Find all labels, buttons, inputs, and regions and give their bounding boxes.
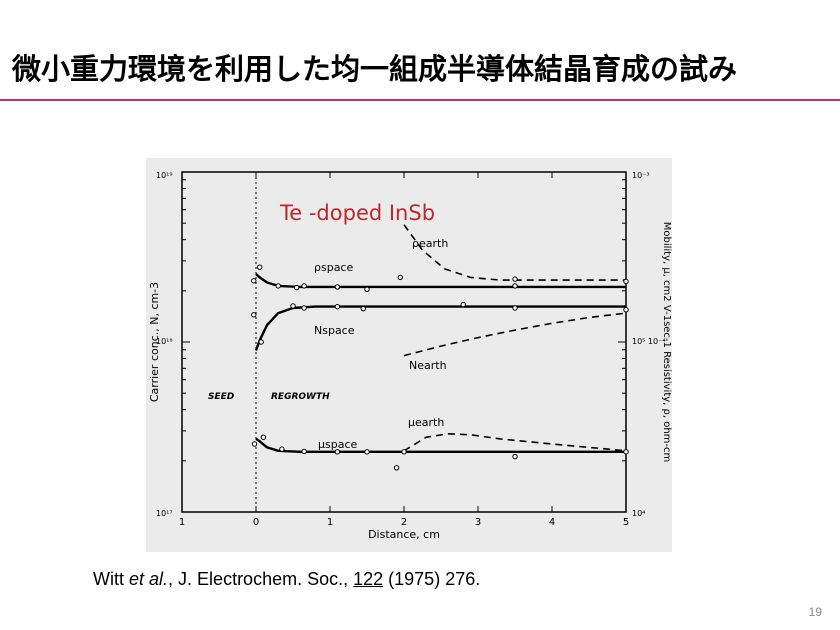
data-point (393, 465, 400, 471)
data-point (623, 449, 629, 455)
data-point (512, 453, 518, 460)
series-label-mu-earth: μearth (408, 416, 444, 429)
data-point (512, 283, 518, 289)
data-point (294, 284, 300, 291)
y-left-tick-label: 10¹⁸ (156, 337, 173, 346)
data-point (460, 301, 466, 308)
data-point (360, 305, 367, 312)
chart-svg: 1 0 1 2 3 4 5 Te -doped InSb SEED REGROWTH Dis… (146, 158, 672, 552)
data-point (334, 303, 341, 310)
data-point (251, 312, 257, 318)
citation-volume: 122 (353, 569, 384, 589)
data-point (512, 276, 518, 282)
data-point (251, 441, 258, 447)
citation: Witt et al., J. Electrochem. Soc., 122 (… (93, 569, 480, 590)
data-point (397, 274, 404, 281)
data-point (301, 305, 307, 311)
series-line (254, 305, 626, 351)
series-label-rho-space: ρspace (314, 261, 353, 274)
region-label-seed: SEED (208, 392, 235, 402)
x-tick-label: 1 (179, 517, 185, 528)
data-point (623, 278, 629, 285)
data-point (401, 449, 407, 455)
series-line (403, 312, 627, 357)
x-tick-label: 0 (253, 517, 259, 528)
series-line (403, 432, 627, 452)
series-line (403, 224, 626, 281)
x-tick-label: 4 (549, 517, 555, 528)
series-label-n-space: Nspace (314, 324, 355, 337)
citation-journal: , J. Electrochem. Soc., (168, 569, 354, 589)
data-point (364, 449, 370, 455)
series-line (255, 437, 626, 453)
y-right-tick-label: 10⁵ 10⁻⁴ (632, 337, 666, 346)
x-tick-label: 1 (327, 517, 333, 528)
citation-et-al: et al. (129, 569, 169, 589)
data-point (334, 284, 341, 290)
title-rule (0, 99, 840, 101)
data-point (623, 307, 629, 313)
data-point (275, 283, 281, 289)
y-left-tick-label: 10¹⁷ (156, 509, 173, 518)
x-tick-label: 3 (475, 517, 481, 528)
x-tick-label: 5 (623, 517, 629, 528)
data-point (512, 305, 518, 311)
data-point (279, 446, 285, 452)
slide-title: 微小重力環境を利用した均一組成半導体結晶育成の試み (12, 52, 738, 86)
y-axis-label-left: Carrier conc., N, cm-3 (148, 282, 161, 402)
chart-title: Te -doped InSb (279, 201, 435, 225)
citation-authors: Witt (93, 569, 124, 589)
data-point (364, 286, 370, 293)
data-point (257, 264, 263, 270)
y-axis-label-right: Mobility, μ, cm2 V-1sec-1 Resistivity, ρ… (661, 222, 672, 463)
data-point (258, 339, 264, 345)
data-point (301, 283, 307, 289)
y-left-tick-label: 10¹⁹ (156, 171, 173, 180)
region-label-regrowth: REGROWTH (271, 392, 330, 402)
y-right-tick-label: 10⁴ (632, 509, 645, 518)
data-point (334, 449, 341, 455)
data-point (290, 303, 296, 309)
data-point (260, 434, 267, 440)
citation-year-page: (1975) 276. (383, 569, 481, 589)
series-label-mu-space: μspace (318, 438, 358, 451)
chart: 1 0 1 2 3 4 5 Te -doped InSb SEED REGROWTH Dis… (146, 158, 672, 552)
series-label-n-earth: Nearth (409, 359, 447, 372)
series-label-rho-earth: ρearth (412, 237, 448, 250)
x-tick-label: 2 (401, 517, 407, 528)
x-axis-label: Distance, cm (368, 528, 440, 541)
data-point (251, 278, 257, 284)
page-number: 19 (808, 605, 822, 619)
data-point (301, 448, 307, 455)
y-right-tick-label: 10⁻³ (632, 171, 650, 180)
